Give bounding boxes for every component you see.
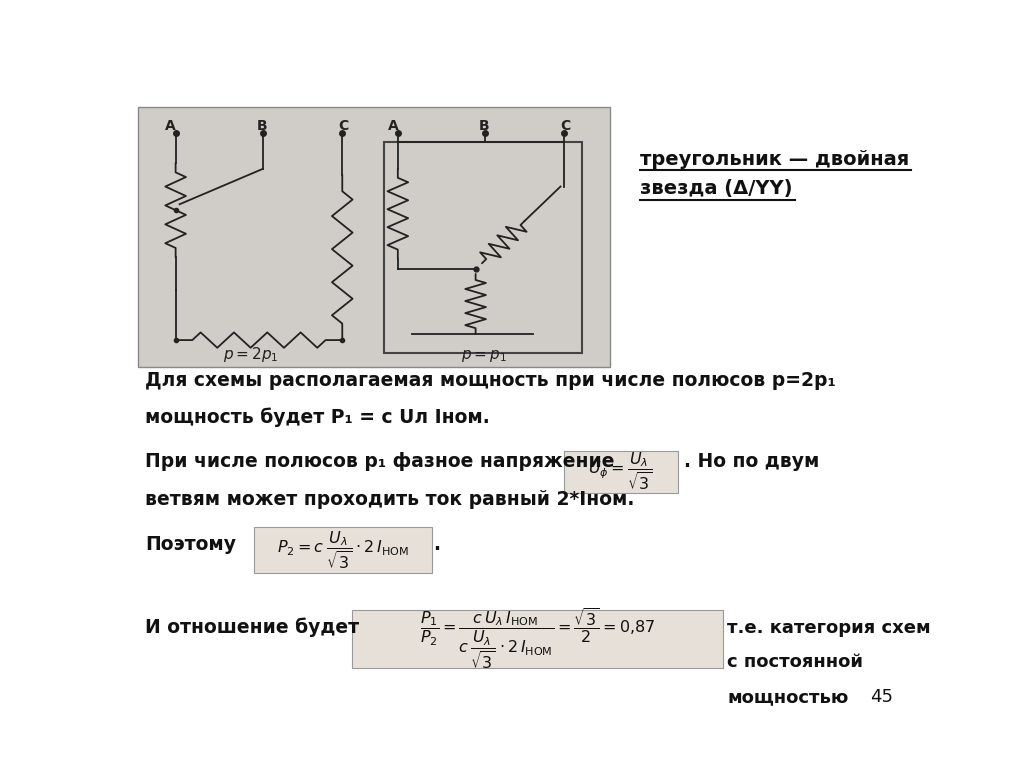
Text: A: A <box>387 119 398 133</box>
Text: C: C <box>338 119 348 133</box>
Text: т.е. категория схем: т.е. категория схем <box>727 619 931 637</box>
Text: $\dfrac{P_1}{P_2} = \dfrac{c\,U_\lambda\,I_{\rm HOM}}{c\,\dfrac{U_\lambda}{\sqrt: $\dfrac{P_1}{P_2} = \dfrac{c\,U_\lambda\… <box>420 607 655 671</box>
FancyBboxPatch shape <box>254 528 432 574</box>
Text: $U_\phi = \dfrac{U_\lambda}{\sqrt{3}}$: $U_\phi = \dfrac{U_\lambda}{\sqrt{3}}$ <box>589 450 653 492</box>
Text: . Но по двум: . Но по двум <box>684 453 819 472</box>
Text: $p = p_1$: $p = p_1$ <box>461 348 507 364</box>
FancyBboxPatch shape <box>564 451 678 492</box>
Text: 45: 45 <box>870 688 893 706</box>
Text: При числе полюсов р₁ фазное напряжение: При числе полюсов р₁ фазное напряжение <box>145 453 615 472</box>
Text: мощность будет Р₁ = c Uл Iном.: мощность будет Р₁ = c Uл Iном. <box>145 408 490 427</box>
Text: мощностью: мощностью <box>727 688 849 706</box>
Text: .: . <box>433 535 440 554</box>
Text: B: B <box>479 119 489 133</box>
Text: $p = 2p_1$: $p = 2p_1$ <box>223 345 279 364</box>
FancyBboxPatch shape <box>137 107 609 367</box>
Text: треугольник — двойная: треугольник — двойная <box>640 150 909 169</box>
Text: $P_2 = c\;\dfrac{U_\lambda}{\sqrt{3}}\cdot 2\,I_{\rm HOM}$: $P_2 = c\;\dfrac{U_\lambda}{\sqrt{3}}\cd… <box>276 529 410 571</box>
Text: B: B <box>257 119 267 133</box>
Text: с постоянной: с постоянной <box>727 653 863 671</box>
Text: Поэтому: Поэтому <box>145 535 237 554</box>
Text: C: C <box>560 119 570 133</box>
FancyBboxPatch shape <box>352 610 723 668</box>
Text: звезда (Δ/YY): звезда (Δ/YY) <box>640 179 793 199</box>
Text: A: A <box>165 119 176 133</box>
Text: Для схемы располагаемая мощность при числе полюсов р=2р₁: Для схемы располагаемая мощность при чис… <box>145 371 837 390</box>
Text: И отношение будет: И отношение будет <box>145 617 359 637</box>
Text: ветвям может проходить ток равный 2*Iном.: ветвям может проходить ток равный 2*Iном… <box>145 489 635 509</box>
